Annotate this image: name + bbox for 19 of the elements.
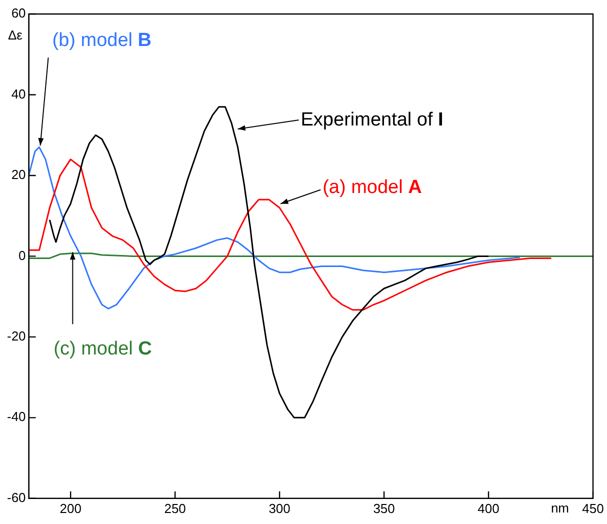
x-tick-label: 250	[164, 500, 186, 516]
x-tick-label: 450	[582, 500, 604, 516]
y-tick-label: 60	[11, 6, 26, 21]
annotation: Experimental of I	[300, 109, 444, 130]
y-tick-label: -20	[6, 328, 26, 344]
x-tick-label: 300	[268, 500, 290, 516]
x-tick-label: 400	[478, 500, 500, 516]
y-tick-label: -60	[6, 490, 26, 505]
y-tick-label: -40	[6, 409, 26, 424]
x-axis-title: nm	[550, 500, 569, 516]
x-tick-label: 200	[60, 500, 82, 516]
x-tick-label: 350	[373, 500, 395, 516]
y-tick-label: 0	[18, 248, 26, 263]
y-tick-label: 20	[11, 167, 26, 182]
y-axis-title: Δε	[8, 28, 23, 43]
annotation: (c) model C	[54, 338, 152, 360]
annotation: (b) model B	[52, 30, 152, 51]
y-tick-label: 40	[11, 86, 26, 102]
annotation: (a) model A	[322, 176, 422, 198]
